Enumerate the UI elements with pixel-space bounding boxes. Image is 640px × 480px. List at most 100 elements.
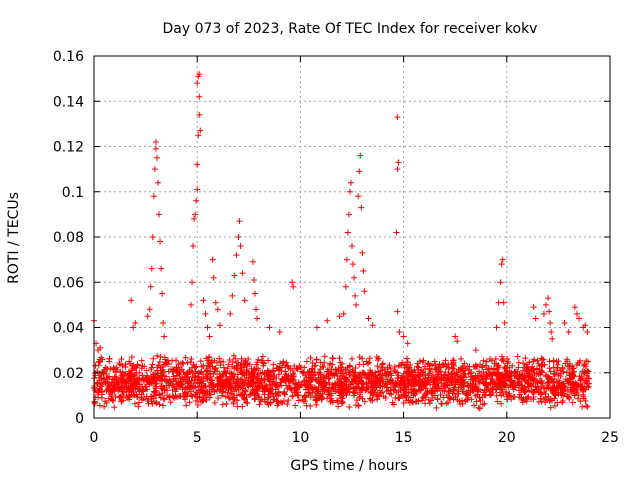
data-point — [528, 382, 535, 389]
data-point — [188, 392, 195, 399]
data-point — [270, 361, 277, 368]
data-point — [400, 400, 407, 407]
data-point — [214, 306, 221, 313]
data-point — [458, 397, 465, 404]
data-point — [359, 249, 366, 256]
data-point — [243, 372, 250, 379]
data-point — [116, 360, 123, 367]
data-point — [526, 387, 533, 394]
data-point — [366, 355, 373, 362]
data-point — [312, 362, 319, 369]
data-point — [484, 366, 491, 373]
data-point — [346, 404, 353, 411]
data-point — [471, 384, 478, 391]
data-point — [377, 376, 384, 383]
data-point — [571, 368, 578, 375]
data-point — [211, 388, 218, 395]
data-point — [337, 390, 344, 397]
data-point — [370, 383, 377, 390]
data-point — [404, 340, 411, 347]
data-point — [547, 368, 554, 375]
data-point — [460, 370, 467, 377]
data-point — [189, 393, 196, 400]
data-point — [211, 366, 218, 373]
data-point — [582, 378, 589, 385]
data-point — [202, 310, 209, 317]
data-point — [154, 179, 161, 186]
data-point — [212, 364, 219, 371]
data-point — [230, 352, 237, 359]
data-point — [353, 301, 360, 308]
data-point — [506, 364, 513, 371]
data-point — [161, 396, 168, 403]
data-point — [442, 368, 449, 375]
data-point — [102, 398, 109, 405]
data-point — [356, 373, 363, 380]
data-point — [196, 93, 203, 100]
data-point — [156, 401, 163, 408]
data-point — [281, 391, 288, 398]
data-point — [523, 398, 530, 405]
data-point — [105, 387, 112, 394]
data-point — [394, 369, 401, 376]
data-point — [521, 372, 528, 379]
data-point — [254, 378, 261, 385]
data-point — [437, 375, 444, 382]
data-point — [144, 313, 151, 320]
data-point — [515, 375, 522, 382]
data-point — [388, 391, 395, 398]
data-point — [539, 361, 546, 368]
data-point — [428, 387, 435, 394]
data-point — [358, 204, 365, 211]
data-point — [548, 329, 555, 336]
data-point — [356, 168, 363, 175]
data-point — [506, 392, 513, 399]
data-point — [211, 399, 218, 406]
data-point — [401, 364, 408, 371]
data-point — [361, 288, 368, 295]
data-point — [201, 389, 208, 396]
data-point — [254, 384, 261, 391]
data-point — [499, 256, 506, 263]
data-point — [230, 400, 237, 407]
data-point — [194, 389, 201, 396]
data-point — [394, 166, 401, 173]
data-point — [452, 333, 459, 340]
data-point — [128, 354, 135, 361]
data-point — [246, 380, 253, 387]
data-point — [195, 370, 202, 377]
data-point — [496, 372, 503, 379]
data-point — [195, 132, 202, 139]
data-point — [400, 333, 407, 340]
data-point — [542, 390, 549, 397]
data-point — [472, 364, 479, 371]
data-point — [391, 363, 398, 370]
data-point — [186, 399, 193, 406]
data-point — [134, 361, 141, 368]
data-point — [464, 391, 471, 398]
data-point — [302, 372, 309, 379]
data-point — [573, 381, 580, 388]
y-tick-label: 0.08 — [53, 230, 84, 246]
data-point — [196, 380, 203, 387]
data-point — [170, 393, 177, 400]
data-point — [120, 372, 127, 379]
data-point — [407, 361, 414, 368]
data-point — [342, 366, 349, 373]
data-point — [98, 389, 105, 396]
data-point — [198, 369, 205, 376]
data-point — [424, 361, 431, 368]
data-point — [267, 385, 274, 392]
data-point — [442, 377, 449, 384]
data-point — [440, 394, 447, 401]
data-point — [398, 379, 405, 386]
data-point — [152, 399, 159, 406]
data-point — [380, 393, 387, 400]
data-point — [356, 361, 363, 368]
y-tick-label: 0.16 — [53, 49, 84, 65]
data-point — [336, 383, 343, 390]
data-point — [198, 383, 205, 390]
data-point — [570, 385, 577, 392]
data-point — [579, 368, 586, 375]
data-point — [415, 366, 422, 373]
